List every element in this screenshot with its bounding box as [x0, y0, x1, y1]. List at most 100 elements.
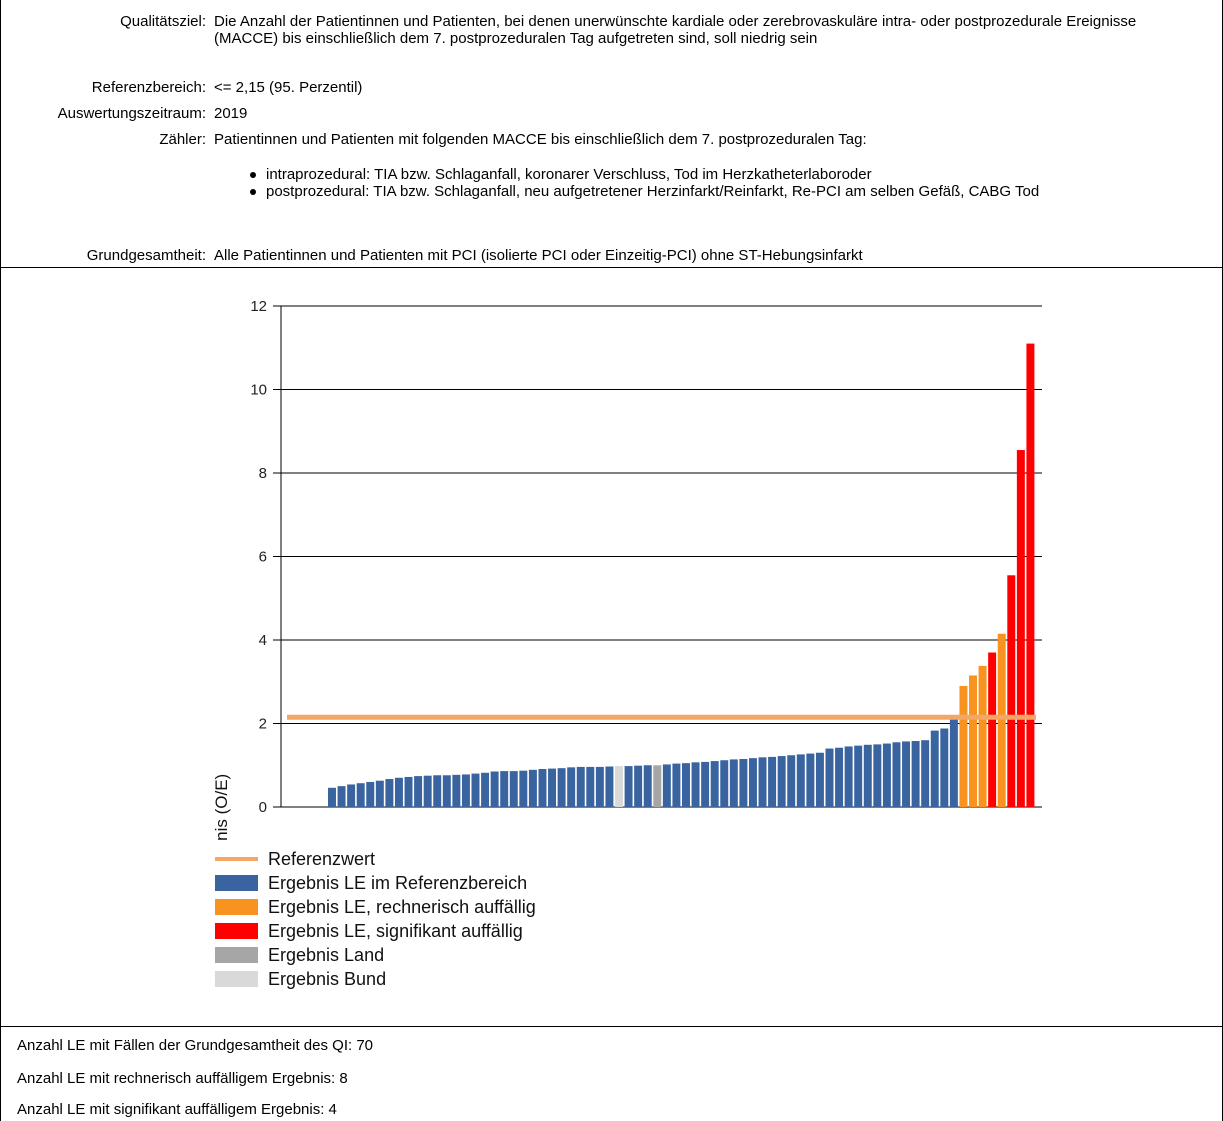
bar-blue — [557, 768, 566, 807]
section-divider — [0, 267, 1223, 268]
bar-blue — [366, 781, 375, 807]
y-tick-label: 0 — [259, 799, 267, 816]
bar-blue — [471, 773, 480, 807]
bar-blue — [892, 742, 901, 807]
bar-bund — [615, 766, 623, 807]
bar-blue — [701, 761, 710, 807]
legend-label: Ergebnis LE, signifikant auffällig — [268, 921, 523, 941]
bullet-postprozedural: postprozedural: TIA bzw. Schlaganfall, n… — [266, 183, 1040, 200]
chart-y-axis-label: Ergebnis (O/E) — [212, 774, 231, 840]
bar-blue — [758, 757, 767, 807]
bar-blue — [538, 769, 547, 807]
bar-blue — [921, 740, 930, 807]
bar-blue — [643, 765, 652, 807]
zaehler-label: Zähler: — [159, 131, 206, 148]
legend-label: Ergebnis LE, rechnerisch auffällig — [268, 897, 536, 917]
bar-blue — [825, 748, 834, 807]
legend-item-bund: Ergebnis Bund — [215, 968, 715, 990]
bar-blue — [605, 766, 614, 807]
bar-blue — [662, 764, 671, 807]
bar-blue — [461, 774, 470, 807]
y-tick-label: 12 — [250, 298, 267, 315]
bar-blue — [777, 756, 786, 807]
bar-blue — [337, 786, 346, 808]
footer-rechnerisch: Anzahl LE mit rechnerisch auffälligem Er… — [17, 1070, 348, 1087]
ergebnis-bar-chart: 0 2 4 6 8 10 12 Ergebnis (O/E) — [212, 298, 1042, 840]
bar-red — [1026, 343, 1035, 807]
legend-item-referenzwert: Referenzwert — [215, 848, 715, 870]
bar-blue — [815, 752, 824, 807]
bar-blue — [949, 719, 958, 807]
bar-blue — [404, 776, 413, 807]
bar-blue — [739, 758, 748, 807]
bar-blue — [806, 753, 815, 807]
chart-y-ticks: 0 2 4 6 8 10 12 — [250, 298, 267, 816]
bar-blue — [528, 769, 537, 807]
section-divider — [0, 1026, 1223, 1027]
bar-orange — [969, 675, 977, 807]
legend-label: Referenzwert — [268, 849, 376, 869]
y-tick-label: 2 — [259, 716, 267, 733]
bar-blue — [882, 743, 891, 807]
bar-blue — [481, 772, 490, 807]
legend-item-im-referenzbereich: Ergebnis LE im Referenzbereich — [215, 872, 715, 894]
bar-blue — [672, 763, 681, 807]
bar-blue — [863, 744, 872, 807]
y-tick-label: 8 — [259, 465, 267, 482]
bar-blue — [347, 784, 356, 807]
bar-blue — [567, 767, 576, 807]
grundgesamtheit-text: Alle Patientinnen und Patienten mit PCI … — [214, 247, 863, 264]
legend-swatch-bund — [215, 971, 258, 987]
bar-blue — [902, 741, 911, 807]
bar-blue — [356, 783, 365, 807]
referenzbereich-text: <= 2,15 (95. Perzentil) — [214, 79, 363, 96]
bar-blue — [423, 775, 432, 807]
chart-gridlines — [273, 305, 1042, 808]
bar-blue — [548, 768, 557, 807]
bar-blue — [595, 766, 604, 807]
footer-anzahl-le: Anzahl LE mit Fällen der Grundgesamtheit… — [17, 1037, 374, 1054]
bar-orange — [997, 633, 1006, 807]
bar-orange — [959, 685, 968, 807]
bar-blue — [634, 765, 643, 807]
bar-blue — [710, 761, 719, 807]
legend-swatch-land — [215, 947, 258, 963]
bar-blue — [691, 762, 700, 807]
bar-blue — [500, 771, 509, 807]
bar-blue — [835, 747, 844, 807]
legend-line-referenzwert — [215, 857, 258, 861]
grundgesamtheit-label: Grundgesamtheit: — [86, 247, 206, 264]
bar-blue — [748, 758, 757, 807]
bar-blue — [854, 745, 863, 807]
bar-blue — [375, 780, 384, 807]
bar-blue — [729, 759, 738, 807]
qualitaetsziel-text: Die Anzahl der Patientinnen und Patiente… — [214, 13, 1137, 47]
bar-blue — [930, 730, 939, 807]
qualitaetsziel-label: Qualitätsziel: — [120, 13, 206, 30]
bar-blue — [624, 766, 633, 807]
legend-swatch-blue — [215, 875, 258, 891]
legend-label: Ergebnis Land — [268, 945, 385, 965]
bar-blue — [414, 776, 423, 807]
bar-blue — [509, 771, 518, 807]
bar-blue — [720, 760, 729, 807]
bar-blue — [490, 771, 499, 807]
legend-label: Ergebnis LE im Referenzbereich — [268, 873, 528, 893]
bar-orange — [978, 665, 987, 807]
zeitraum-text: 2019 — [214, 105, 248, 122]
bar-blue — [911, 741, 920, 807]
y-tick-label: 4 — [259, 632, 267, 649]
bar-red — [1007, 575, 1016, 807]
bar-red — [988, 652, 997, 807]
bar-blue — [519, 770, 528, 807]
bullet-dot — [250, 189, 256, 195]
bar-blue — [873, 744, 882, 808]
legend-item-signifikant: Ergebnis LE, signifikant auffällig — [215, 920, 715, 942]
footer-signifikant: Anzahl LE mit signifikant auffälligem Er… — [17, 1101, 337, 1118]
bar-blue — [796, 754, 805, 807]
bar-blue — [682, 763, 690, 807]
y-tick-label: 6 — [259, 549, 267, 566]
y-tick-label: 10 — [250, 382, 267, 399]
legend-swatch-red — [215, 923, 258, 939]
bar-blue — [586, 766, 595, 807]
